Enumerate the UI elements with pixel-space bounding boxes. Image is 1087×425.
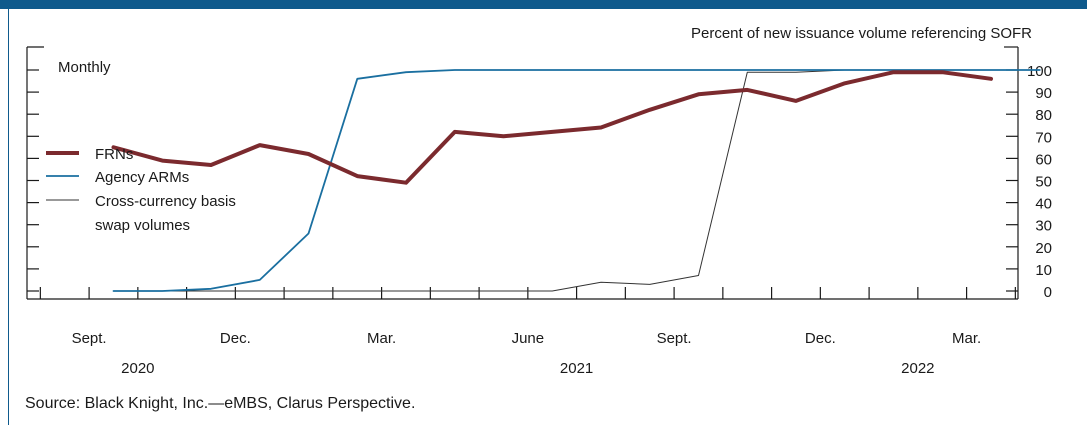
y-axis-title: Percent of new issuance volume referenci… — [691, 25, 1032, 42]
y-tick-label: 90 — [1035, 85, 1052, 102]
series-line-cross-currency-basis-swap-volumes — [113, 69, 1041, 292]
legend-label: Agency ARMs — [95, 169, 189, 186]
series-line-frns — [111, 70, 993, 185]
x-tick-label: Mar. — [367, 330, 396, 347]
y-tick-label: 70 — [1035, 129, 1052, 146]
x-tick-label: Dec. — [220, 330, 251, 347]
x-tick-label: Sept. — [72, 330, 107, 347]
x-tick-label: Dec. — [805, 330, 836, 347]
year-label: 2021 — [560, 360, 593, 377]
legend-label: FRNs — [95, 146, 133, 163]
series-lines — [111, 69, 1041, 292]
top-accent-bar — [0, 0, 1087, 9]
year-label: 2022 — [901, 360, 934, 377]
x-tick-label: Sept. — [657, 330, 692, 347]
y-tick-label: 30 — [1035, 218, 1052, 235]
legend-label: Cross-currency basis — [95, 193, 236, 210]
left-accent-rule — [8, 9, 9, 425]
y-tick-label: 80 — [1035, 107, 1052, 124]
legend-label: swap volumes — [95, 217, 190, 234]
frequency-note: Monthly — [58, 59, 111, 76]
y-tick-label: 40 — [1035, 196, 1052, 213]
y-tick-label: 20 — [1035, 240, 1052, 257]
year-label: 2020 — [121, 360, 154, 377]
x-tick-label: Mar. — [952, 330, 981, 347]
source-note: Source: Black Knight, Inc.—eMBS, Clarus … — [25, 395, 416, 412]
axes — [26, 46, 1019, 300]
year-labels: 2020 2021 2022 — [121, 360, 934, 377]
x-tick-labels: Sept. Dec. Mar. June Sept. Dec. Mar. — [72, 330, 982, 347]
x-tick-label: June — [512, 330, 545, 347]
legend: FRNs Agency ARMs Cross-currency basis swap … — [46, 146, 236, 234]
y-tick-label: 10 — [1035, 262, 1052, 279]
y-tick-label: 50 — [1035, 174, 1052, 191]
series-line-agency-arms — [112, 69, 1041, 292]
y-tick-label: 100 — [1027, 63, 1052, 80]
y-tick-label: 60 — [1035, 151, 1052, 168]
y-tick-label: 0 — [1044, 284, 1052, 301]
y-tick-labels: 0 10 20 30 40 50 60 70 80 90 100 — [1027, 63, 1052, 301]
